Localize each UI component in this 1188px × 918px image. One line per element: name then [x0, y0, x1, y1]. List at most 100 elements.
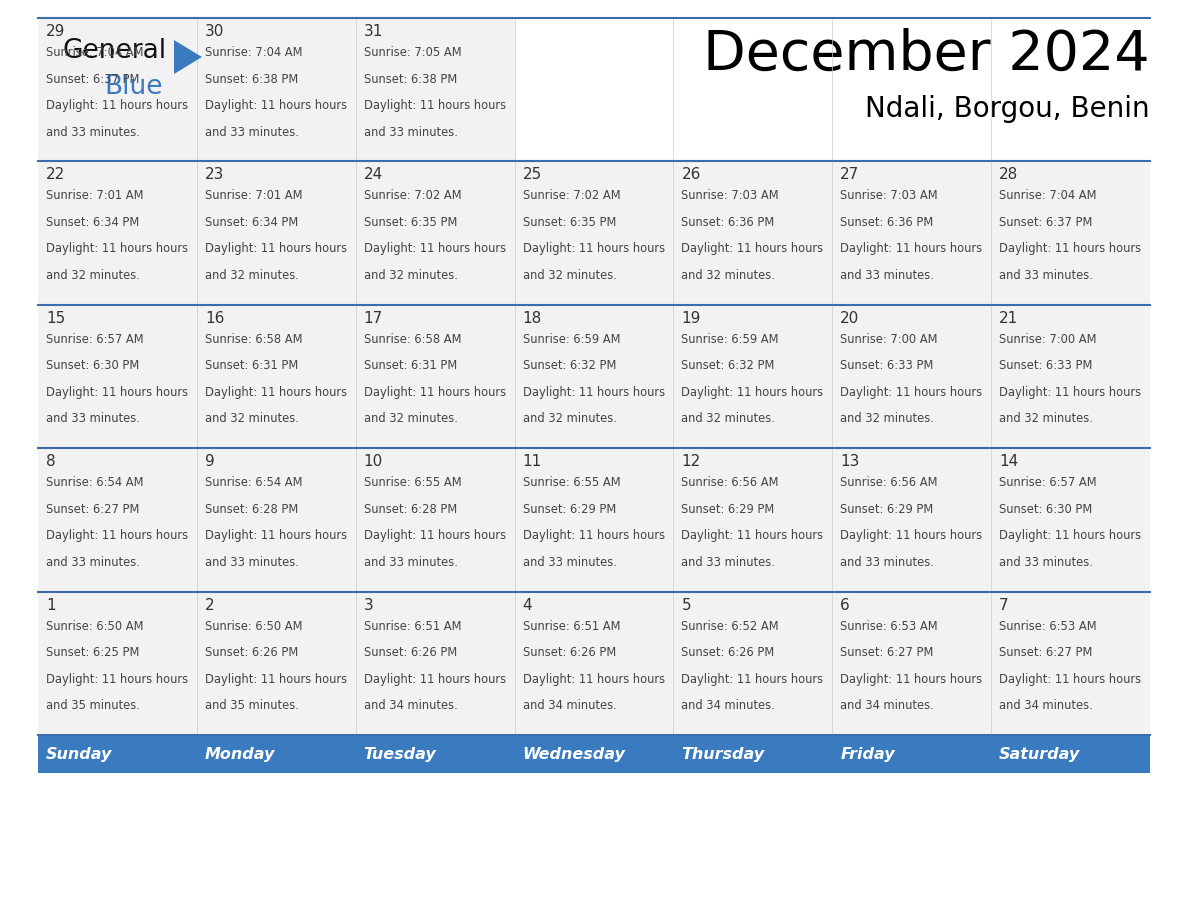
Text: Sunset: 6:26 PM: Sunset: 6:26 PM — [204, 646, 298, 659]
Text: and 33 minutes.: and 33 minutes. — [46, 555, 140, 569]
Bar — [38, 162, 1150, 305]
Text: Sunset: 6:25 PM: Sunset: 6:25 PM — [46, 646, 139, 659]
Text: Sunrise: 7:02 AM: Sunrise: 7:02 AM — [523, 189, 620, 202]
Text: and 33 minutes.: and 33 minutes. — [204, 555, 298, 569]
Text: Sunset: 6:29 PM: Sunset: 6:29 PM — [840, 503, 934, 516]
Text: Daylight: 11 hours hours: Daylight: 11 hours hours — [999, 386, 1142, 398]
Text: and 34 minutes.: and 34 minutes. — [999, 700, 1093, 712]
Bar — [38, 735, 197, 773]
Text: Sunrise: 6:57 AM: Sunrise: 6:57 AM — [999, 476, 1097, 489]
Text: Sunset: 6:36 PM: Sunset: 6:36 PM — [840, 216, 934, 229]
Text: Sunset: 6:36 PM: Sunset: 6:36 PM — [682, 216, 775, 229]
Text: Sunrise: 7:00 AM: Sunrise: 7:00 AM — [999, 333, 1097, 346]
Text: and 33 minutes.: and 33 minutes. — [682, 555, 776, 569]
Text: Daylight: 11 hours hours: Daylight: 11 hours hours — [364, 673, 506, 686]
Text: and 32 minutes.: and 32 minutes. — [364, 412, 457, 425]
Text: and 35 minutes.: and 35 minutes. — [46, 700, 140, 712]
Text: Daylight: 11 hours hours: Daylight: 11 hours hours — [204, 530, 347, 543]
Text: Sunset: 6:26 PM: Sunset: 6:26 PM — [682, 646, 775, 659]
Text: 7: 7 — [999, 598, 1009, 612]
Text: Wednesday: Wednesday — [523, 746, 625, 762]
Text: Sunset: 6:26 PM: Sunset: 6:26 PM — [364, 646, 457, 659]
Bar — [514, 18, 674, 162]
Text: Sunset: 6:35 PM: Sunset: 6:35 PM — [523, 216, 615, 229]
Text: 4: 4 — [523, 598, 532, 612]
Text: Daylight: 11 hours hours: Daylight: 11 hours hours — [682, 530, 823, 543]
Text: Daylight: 11 hours hours: Daylight: 11 hours hours — [364, 386, 506, 398]
Text: Sunset: 6:31 PM: Sunset: 6:31 PM — [204, 359, 298, 373]
Text: Sunrise: 7:01 AM: Sunrise: 7:01 AM — [46, 189, 144, 202]
Text: Daylight: 11 hours hours: Daylight: 11 hours hours — [523, 673, 665, 686]
Text: 29: 29 — [46, 24, 65, 39]
Text: Daylight: 11 hours hours: Daylight: 11 hours hours — [204, 673, 347, 686]
Text: 20: 20 — [840, 311, 860, 326]
Text: 30: 30 — [204, 24, 225, 39]
Text: and 33 minutes.: and 33 minutes. — [204, 126, 298, 139]
Text: Daylight: 11 hours hours: Daylight: 11 hours hours — [523, 386, 665, 398]
Text: and 34 minutes.: and 34 minutes. — [682, 700, 776, 712]
Text: Sunset: 6:31 PM: Sunset: 6:31 PM — [364, 359, 457, 373]
Text: Sunset: 6:37 PM: Sunset: 6:37 PM — [46, 73, 139, 85]
Text: and 32 minutes.: and 32 minutes. — [364, 269, 457, 282]
Text: Daylight: 11 hours hours: Daylight: 11 hours hours — [364, 99, 506, 112]
Text: Sunset: 6:34 PM: Sunset: 6:34 PM — [46, 216, 139, 229]
Text: 12: 12 — [682, 454, 701, 469]
Text: 23: 23 — [204, 167, 225, 183]
Text: and 34 minutes.: and 34 minutes. — [840, 700, 934, 712]
Text: 31: 31 — [364, 24, 383, 39]
Text: Sunrise: 6:59 AM: Sunrise: 6:59 AM — [523, 333, 620, 346]
Text: Sunrise: 7:02 AM: Sunrise: 7:02 AM — [364, 189, 461, 202]
Text: and 33 minutes.: and 33 minutes. — [46, 126, 140, 139]
Text: 25: 25 — [523, 167, 542, 183]
Text: Sunrise: 7:05 AM: Sunrise: 7:05 AM — [364, 46, 461, 59]
Text: Daylight: 11 hours hours: Daylight: 11 hours hours — [840, 242, 982, 255]
Text: 6: 6 — [840, 598, 851, 612]
Text: 17: 17 — [364, 311, 383, 326]
Text: Sunset: 6:26 PM: Sunset: 6:26 PM — [523, 646, 615, 659]
Text: December 2024: December 2024 — [703, 28, 1150, 82]
Text: Daylight: 11 hours hours: Daylight: 11 hours hours — [999, 530, 1142, 543]
Text: 15: 15 — [46, 311, 65, 326]
Text: Sunset: 6:33 PM: Sunset: 6:33 PM — [840, 359, 934, 373]
Bar — [833, 18, 991, 162]
Text: Monday: Monday — [204, 746, 276, 762]
Text: Sunrise: 6:50 AM: Sunrise: 6:50 AM — [204, 620, 303, 633]
Bar — [197, 735, 355, 773]
Text: and 32 minutes.: and 32 minutes. — [523, 412, 617, 425]
Text: and 32 minutes.: and 32 minutes. — [840, 412, 934, 425]
Text: Sunrise: 6:50 AM: Sunrise: 6:50 AM — [46, 620, 144, 633]
Text: Sunset: 6:27 PM: Sunset: 6:27 PM — [840, 646, 934, 659]
Text: 11: 11 — [523, 454, 542, 469]
Bar — [38, 448, 1150, 591]
Text: 27: 27 — [840, 167, 860, 183]
Text: Sunrise: 6:54 AM: Sunrise: 6:54 AM — [46, 476, 144, 489]
Text: and 33 minutes.: and 33 minutes. — [840, 555, 934, 569]
Text: and 32 minutes.: and 32 minutes. — [46, 269, 140, 282]
Text: Daylight: 11 hours hours: Daylight: 11 hours hours — [364, 530, 506, 543]
Text: Sunrise: 7:01 AM: Sunrise: 7:01 AM — [204, 189, 303, 202]
Text: Blue: Blue — [105, 74, 163, 100]
Text: and 34 minutes.: and 34 minutes. — [364, 700, 457, 712]
Text: Sunset: 6:38 PM: Sunset: 6:38 PM — [364, 73, 457, 85]
Polygon shape — [173, 40, 202, 74]
Text: Daylight: 11 hours hours: Daylight: 11 hours hours — [46, 673, 188, 686]
Text: 8: 8 — [46, 454, 56, 469]
Text: 3: 3 — [364, 598, 373, 612]
Text: Friday: Friday — [840, 746, 895, 762]
Text: Sunrise: 6:56 AM: Sunrise: 6:56 AM — [840, 476, 937, 489]
Text: and 32 minutes.: and 32 minutes. — [682, 269, 776, 282]
Text: Sunrise: 6:51 AM: Sunrise: 6:51 AM — [364, 620, 461, 633]
Text: 2: 2 — [204, 598, 215, 612]
Text: and 33 minutes.: and 33 minutes. — [840, 269, 934, 282]
Text: 16: 16 — [204, 311, 225, 326]
Text: 21: 21 — [999, 311, 1018, 326]
Text: and 32 minutes.: and 32 minutes. — [682, 412, 776, 425]
Text: and 32 minutes.: and 32 minutes. — [204, 269, 298, 282]
Text: Sunset: 6:30 PM: Sunset: 6:30 PM — [999, 503, 1093, 516]
Text: and 33 minutes.: and 33 minutes. — [364, 555, 457, 569]
Text: Sunrise: 7:03 AM: Sunrise: 7:03 AM — [682, 189, 779, 202]
Text: 19: 19 — [682, 311, 701, 326]
Text: Sunset: 6:28 PM: Sunset: 6:28 PM — [364, 503, 457, 516]
Text: General: General — [62, 38, 166, 64]
Text: Sunrise: 6:58 AM: Sunrise: 6:58 AM — [364, 333, 461, 346]
